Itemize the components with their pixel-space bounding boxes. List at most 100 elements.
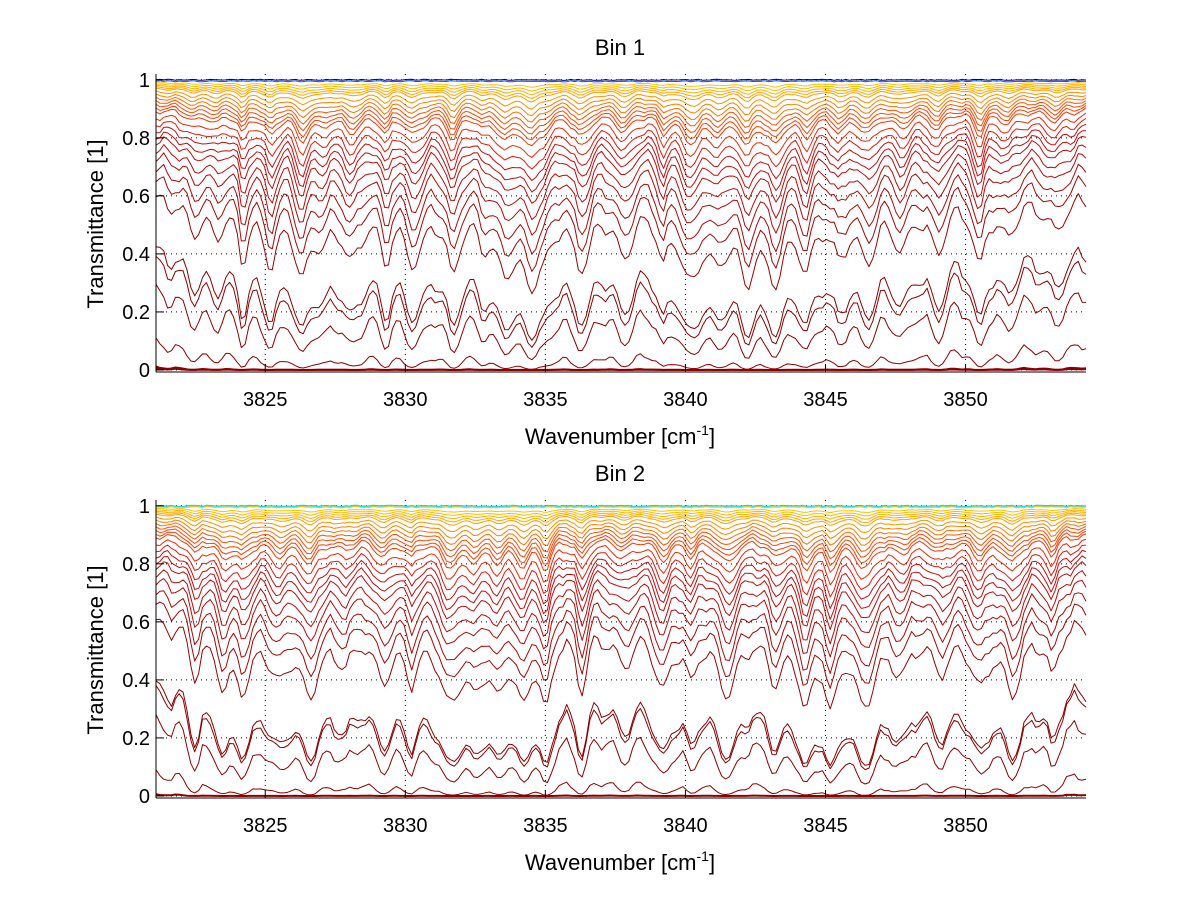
y-tick-label: 1 <box>139 496 150 518</box>
x-tick-label: 3830 <box>383 815 428 837</box>
x-tick-label: 3850 <box>943 389 988 411</box>
y-tick-label: 0 <box>139 360 150 382</box>
series-line <box>155 504 1087 507</box>
series-line <box>155 367 1087 371</box>
series-line <box>155 522 1087 546</box>
x-axis-label: Wavenumber [cm-1] <box>525 422 715 449</box>
series-line <box>155 78 1087 81</box>
plot-title: Bin 2 <box>595 461 645 486</box>
series-line <box>155 90 1087 110</box>
series-line <box>155 152 1087 236</box>
series-line <box>155 96 1087 123</box>
series-line <box>155 87 1087 103</box>
series-group <box>155 504 1087 797</box>
series-line <box>155 107 1087 147</box>
series-line <box>155 519 1087 540</box>
series-line <box>155 256 1087 348</box>
series-line <box>156 83 1087 92</box>
series-line <box>155 513 1087 527</box>
series-line <box>155 533 1087 573</box>
series-line <box>155 714 1087 785</box>
y-tick-label: 0 <box>139 786 150 808</box>
y-tick-label: 0.2 <box>122 728 150 750</box>
series-line <box>155 337 1087 370</box>
x-tick-label: 3845 <box>803 815 848 837</box>
series-line <box>155 569 1087 645</box>
series-line <box>155 530 1087 566</box>
y-tick-label: 0.2 <box>122 302 150 324</box>
series-line <box>155 123 1087 181</box>
series-line <box>155 130 1087 193</box>
axes <box>155 74 1086 373</box>
x-tick-label: 3825 <box>243 389 288 411</box>
x-tick-label: 3840 <box>663 815 708 837</box>
y-tick-label: 0.4 <box>122 244 150 266</box>
series-line <box>155 112 1087 158</box>
y-tick-label: 0.6 <box>122 612 150 634</box>
series-line <box>155 510 1087 520</box>
series-line <box>155 601 1087 689</box>
series-line <box>155 506 1087 509</box>
series-line <box>155 284 1087 361</box>
series-line <box>155 680 1087 767</box>
series-line <box>155 528 1087 560</box>
series-line <box>155 769 1087 796</box>
series-line <box>155 793 1087 797</box>
series-line <box>155 544 1087 598</box>
series-group <box>155 78 1087 371</box>
series-line <box>155 193 1087 295</box>
series-line <box>155 80 1087 83</box>
series-line <box>155 549 1087 610</box>
y-tick-label: 0.8 <box>122 554 150 576</box>
y-tick-label: 0.4 <box>122 670 150 692</box>
series-line <box>155 505 1087 508</box>
series-line <box>155 685 1087 771</box>
series-line <box>155 86 1086 99</box>
series-line <box>155 555 1087 620</box>
plot-title: Bin 1 <box>595 35 645 60</box>
subplot-bin-2: Bin 2 3825 3830 3835 3840 3845 3850 0 0.2 0.4 0.… <box>83 461 1087 875</box>
series-line <box>155 512 1086 524</box>
x-tick-label: 3835 <box>523 815 568 837</box>
x-tick-label: 3825 <box>243 815 288 837</box>
series-line <box>155 561 1087 630</box>
series-line <box>155 618 1087 710</box>
series-line <box>155 509 1087 517</box>
series-line <box>155 525 1087 553</box>
series-line <box>155 246 1087 341</box>
series-line <box>155 175 1087 272</box>
y-axis-label: Transmittance [1] <box>83 565 108 734</box>
x-tick-labels: 3825 3830 3835 3840 3845 3850 <box>243 389 988 411</box>
x-tick-label: 3835 <box>523 389 568 411</box>
axes <box>155 500 1086 799</box>
series-line <box>155 84 1087 96</box>
series-line <box>155 538 1087 586</box>
subplot-bin-1: Bin 1 3825 3830 3835 3840 3845 3850 0 0.2 0.4 0.… <box>83 35 1087 449</box>
series-line <box>155 590 1087 674</box>
series-line <box>155 99 1087 129</box>
series-line <box>156 508 1087 514</box>
y-tick-labels: 0 0.2 0.4 0.6 0.8 1 <box>122 496 150 808</box>
y-tick-label: 1 <box>139 70 150 92</box>
y-tick-labels: 0 0.2 0.4 0.6 0.8 1 <box>122 70 150 382</box>
x-tick-labels: 3825 3830 3835 3840 3845 3850 <box>243 815 988 837</box>
series-line <box>155 102 1087 135</box>
series-line <box>155 163 1087 255</box>
x-tick-label: 3830 <box>383 389 428 411</box>
series-line <box>155 578 1087 658</box>
series-line <box>155 144 1087 221</box>
y-tick-label: 0.6 <box>122 186 150 208</box>
x-tick-label: 3845 <box>803 389 848 411</box>
series-line <box>155 93 1087 117</box>
series-line <box>156 82 1087 88</box>
x-axis-label: Wavenumber [cm-1] <box>525 848 715 875</box>
series-line <box>155 135 1087 204</box>
series-line <box>155 104 1087 141</box>
x-tick-label: 3840 <box>663 389 708 411</box>
x-tick-label: 3850 <box>943 815 988 837</box>
y-tick-label: 0.8 <box>122 128 150 150</box>
series-line <box>155 118 1087 170</box>
series-line <box>155 516 1087 534</box>
y-axis-label: Transmittance [1] <box>83 139 108 308</box>
